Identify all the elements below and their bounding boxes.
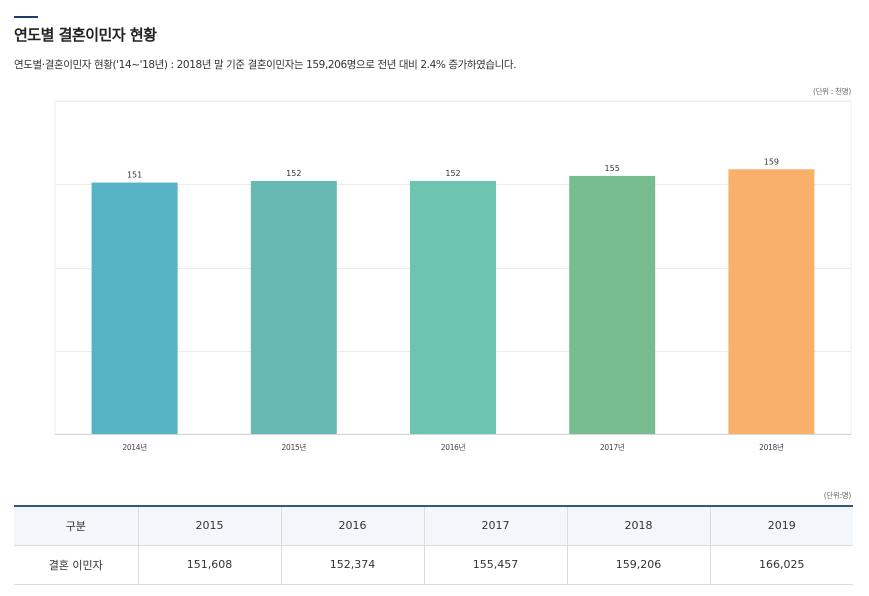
data-label: 159	[764, 157, 779, 166]
x-tick-label: 2018년	[759, 442, 784, 452]
table-header-row: 구분 2015 2016 2017 2018 2019	[14, 505, 853, 546]
title-accent-bar	[14, 16, 38, 18]
page-title: 연도별 결혼이민자 현황	[14, 26, 157, 44]
x-tick-label: 2017년	[600, 442, 625, 452]
data-label: 151	[127, 171, 142, 180]
x-tick-label: 2014년	[122, 442, 147, 452]
bar	[728, 169, 815, 434]
table-header-year: 2016	[280, 505, 425, 546]
data-label: 152	[445, 169, 460, 178]
table-cell: 151,608	[137, 544, 282, 585]
table-row: 결혼 이민자 151,608 152,374 155,457 159,206 1…	[14, 544, 853, 585]
page-description: 연도별·결혼이민자 현황('14~'18년) : 2018년 말 기준 결혼이민…	[14, 59, 517, 71]
table-cell: 152,374	[280, 544, 425, 585]
bar-chart: 151 2014년 152 2015년 152 2016년 155 2017년 159 2018년	[54, 100, 852, 452]
table-header-year: 2019	[709, 505, 853, 546]
bar	[91, 182, 178, 434]
data-table: 구분 2015 2016 2017 2018 2019 결혼 이민자 151,6…	[14, 505, 853, 585]
table-cell: 159,206	[566, 544, 711, 585]
x-tick-label: 2015년	[282, 442, 307, 452]
bar	[250, 180, 337, 434]
table-header-category: 구분	[14, 505, 139, 546]
bar	[569, 175, 656, 435]
table-header-year: 2017	[423, 505, 568, 546]
chart-unit-label: (단위 : 천명)	[812, 87, 851, 96]
x-tick-label: 2016년	[441, 442, 466, 452]
table-header-year: 2015	[137, 505, 282, 546]
data-label: 152	[286, 169, 301, 178]
bar	[410, 180, 496, 434]
table-header-year: 2018	[566, 505, 711, 546]
table-row-label: 결혼 이민자	[14, 544, 139, 585]
data-label: 155	[605, 164, 620, 173]
table-cell: 166,025	[709, 544, 853, 585]
table-unit-label: (단위:명)	[823, 491, 852, 500]
table-cell: 155,457	[423, 544, 568, 585]
